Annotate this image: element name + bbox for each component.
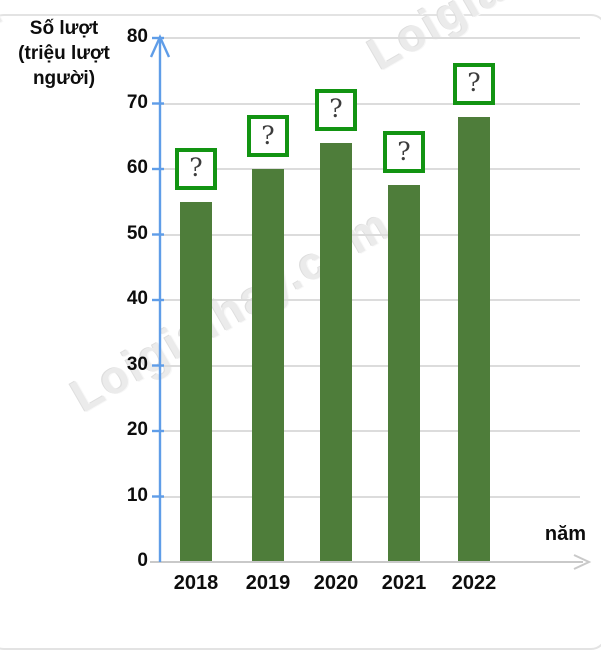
y-tick-label-0: 0 — [137, 550, 148, 571]
y-tick-label-20: 20 — [126, 419, 148, 440]
y-tick-label-70: 70 — [126, 91, 148, 113]
y-tick-label-50: 50 — [126, 222, 148, 244]
value-label-box-2021: ? — [383, 131, 425, 174]
x-tick-label-2022: 2022 — [451, 572, 497, 594]
gridline-10 — [160, 495, 580, 498]
figure-border — [0, 14, 601, 650]
value-label-box-2018: ? — [175, 147, 217, 190]
question-mark-2018: ? — [189, 153, 203, 183]
gridline-70 — [160, 102, 580, 105]
y-tick-label-40: 40 — [126, 288, 148, 309]
question-mark-2022: ? — [467, 68, 481, 98]
question-mark-2020: ? — [329, 94, 343, 124]
gridline-30 — [160, 364, 580, 367]
bar-2022 — [458, 116, 490, 562]
gridline-40 — [160, 299, 580, 301]
bar-2020 — [320, 142, 352, 562]
x-tick-label-2021: 2021 — [381, 572, 427, 594]
x-tick-label-2018: 2018 — [173, 572, 219, 594]
gridline-60 — [160, 168, 580, 170]
y-tick-label-30: 30 — [126, 353, 148, 375]
bar-2019 — [252, 169, 284, 562]
value-label-box-2022: ? — [453, 62, 495, 105]
value-label-box-2020: ? — [315, 88, 357, 131]
y-tick-label-10: 10 — [126, 484, 148, 506]
y-tick-label-60: 60 — [126, 157, 148, 178]
question-mark-2021: ? — [397, 136, 411, 166]
value-label-box-2019: ? — [247, 115, 289, 157]
gridline-50 — [160, 233, 580, 236]
gridline-80 — [160, 37, 580, 39]
x-tick-label-2019: 2019 — [245, 572, 291, 594]
question-mark-2019: ? — [261, 120, 275, 150]
x-tick-label-2020: 2020 — [313, 572, 359, 594]
bar-2021 — [388, 185, 420, 562]
bar-2018 — [180, 201, 212, 562]
y-tick-label-80: 80 — [126, 26, 148, 47]
x-axis-title: năm — [544, 523, 586, 545]
y-axis-title: Số lượt (triệu lượt người) — [18, 18, 110, 89]
gridline-20 — [160, 430, 580, 432]
